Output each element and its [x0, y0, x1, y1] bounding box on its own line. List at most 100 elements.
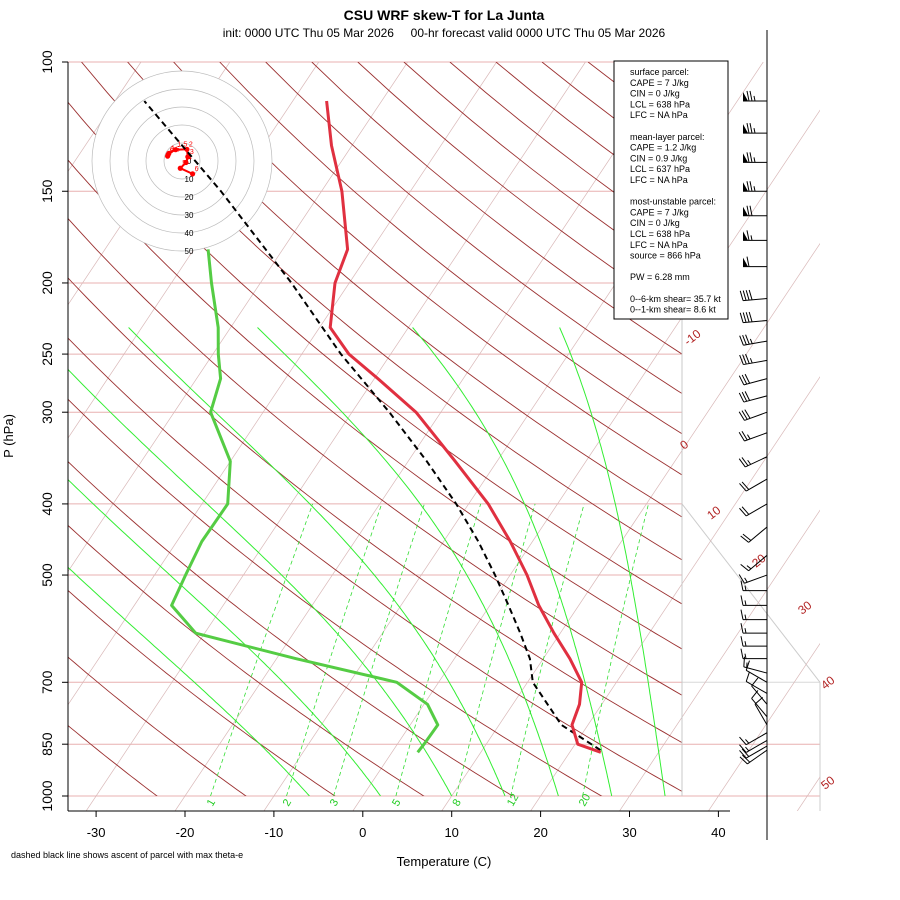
- x-axis-ticks: -30 -20 -10 0 10 20 30 40: [87, 811, 726, 840]
- mixing-ratio-labels: 1 2 3 5 8 12 20: [205, 792, 594, 809]
- wind-barb-staff: [745, 456, 768, 468]
- wind-barb: [743, 205, 767, 217]
- mixing-ratio-line: [286, 503, 383, 796]
- dry-adiabat: [68, 398, 603, 796]
- wind-barb-full: [741, 410, 748, 420]
- isotherm-line: [441, 242, 820, 811]
- isotherm-line: [707, 642, 820, 811]
- stats-legend-line: LFC = NA hPa: [630, 175, 688, 185]
- wind-barb-half: [744, 585, 747, 591]
- wind-barb-full: [739, 312, 744, 323]
- wind-barb-full: [739, 335, 744, 346]
- wind-barb: [739, 478, 768, 492]
- wind-barb-full: [749, 90, 753, 102]
- hodograph-point: [172, 147, 179, 153]
- wind-barb-staff: [743, 395, 768, 403]
- dry-adiabat: [68, 101, 682, 605]
- wind-barb: [738, 391, 768, 403]
- wind-barb: [740, 580, 767, 592]
- plot-frame: [67, 30, 768, 840]
- wind-barb: [740, 623, 767, 634]
- wind-barb: [739, 353, 768, 366]
- wind-barb-full: [741, 481, 750, 490]
- wind-barb-full: [738, 392, 745, 403]
- wind-barb-half: [744, 628, 747, 634]
- hodograph-point: [177, 165, 183, 171]
- wind-barb-full: [749, 205, 753, 216]
- wind-barb: [740, 526, 768, 543]
- hodograph-point: [166, 150, 172, 156]
- y-axis-label: P (hPa): [1, 414, 16, 458]
- wind-barb-half: [750, 235, 753, 241]
- wind-barb-staff: [745, 681, 768, 694]
- isotherm-line: [886, 62, 900, 812]
- dewpoint-line: [170, 249, 440, 754]
- wind-barb-full: [739, 736, 747, 746]
- wind-barb-flag: [743, 91, 748, 101]
- hodograph-ring: [127, 106, 237, 216]
- wind-barb-staff: [744, 411, 768, 421]
- hodograph-point-label: 4: [188, 155, 192, 162]
- wind-barb-full: [749, 123, 753, 134]
- hodograph-ring: [145, 124, 219, 198]
- y-axis-ticks: 100 150 200 250 300 400 500 700 850 1000: [39, 50, 68, 812]
- dry-adiabat: [68, 724, 158, 796]
- x-tick-label: -30: [87, 825, 106, 840]
- mixing-ratio-line: [510, 503, 585, 796]
- wind-barb: [751, 677, 768, 705]
- dry-adiabat: [68, 159, 682, 650]
- wind-barb-half: [745, 746, 750, 752]
- mixing-ratio-label: 8: [450, 797, 463, 808]
- wind-barb: [743, 181, 767, 192]
- dry-adiabat: [311, 62, 682, 355]
- wind-barb-full: [744, 391, 751, 401]
- wind-barb-full: [738, 411, 745, 421]
- wind-barb-full: [739, 290, 744, 301]
- stats-legend-line: 0--1-km shear= 8.6 kt: [630, 305, 716, 315]
- wind-barb-full: [740, 595, 744, 606]
- hodograph-ring: [109, 88, 255, 234]
- x-tick-label: 10: [444, 825, 458, 840]
- isotherm-label: 30: [795, 598, 814, 617]
- hodograph-bg: [92, 71, 272, 251]
- wind-barb: [739, 503, 768, 517]
- dry-adiabat: [127, 62, 682, 518]
- wind-barb-half: [744, 577, 748, 583]
- wind-barb-full: [739, 750, 747, 759]
- wind-barb-staff: [743, 298, 768, 302]
- wind-barb-staff: [747, 749, 768, 765]
- wind-barb-half: [744, 653, 747, 659]
- wind-barb-half: [753, 128, 756, 134]
- wind-barb-staff: [745, 739, 768, 753]
- wind-barb-half: [747, 434, 751, 440]
- mixing-ratio-label: 12: [505, 792, 522, 809]
- dry-adiabat: [68, 217, 682, 696]
- isotherm-line: [352, 109, 820, 811]
- y-tick-label: 850: [39, 732, 55, 756]
- wind-barb-full: [740, 623, 744, 634]
- dry-adiabats: [68, 62, 682, 796]
- wind-barb: [743, 256, 767, 268]
- wind-barb-full: [739, 507, 747, 517]
- wind-barb-half: [749, 358, 753, 364]
- hodograph-point-label: 3: [190, 149, 194, 156]
- wind-barbs: [738, 90, 768, 765]
- wind-barb: [743, 230, 767, 241]
- wind-barb-full: [740, 563, 749, 572]
- wind-barb-full: [746, 230, 750, 241]
- wind-barb-full: [740, 580, 744, 591]
- hodograph-point-label: 1: [171, 145, 175, 152]
- wind-barb-full: [741, 457, 749, 466]
- wind-barb-full: [739, 483, 747, 492]
- wind-barb-full: [742, 335, 747, 345]
- wind-barb-full: [746, 181, 750, 192]
- mixing-ratio-line: [210, 503, 314, 796]
- x-tick-label: -20: [176, 825, 195, 840]
- mixing-ratio-label: 5: [390, 797, 403, 808]
- dry-adiabat: [68, 277, 682, 744]
- wind-barb: [738, 373, 768, 386]
- wind-barb-flag: [743, 206, 748, 216]
